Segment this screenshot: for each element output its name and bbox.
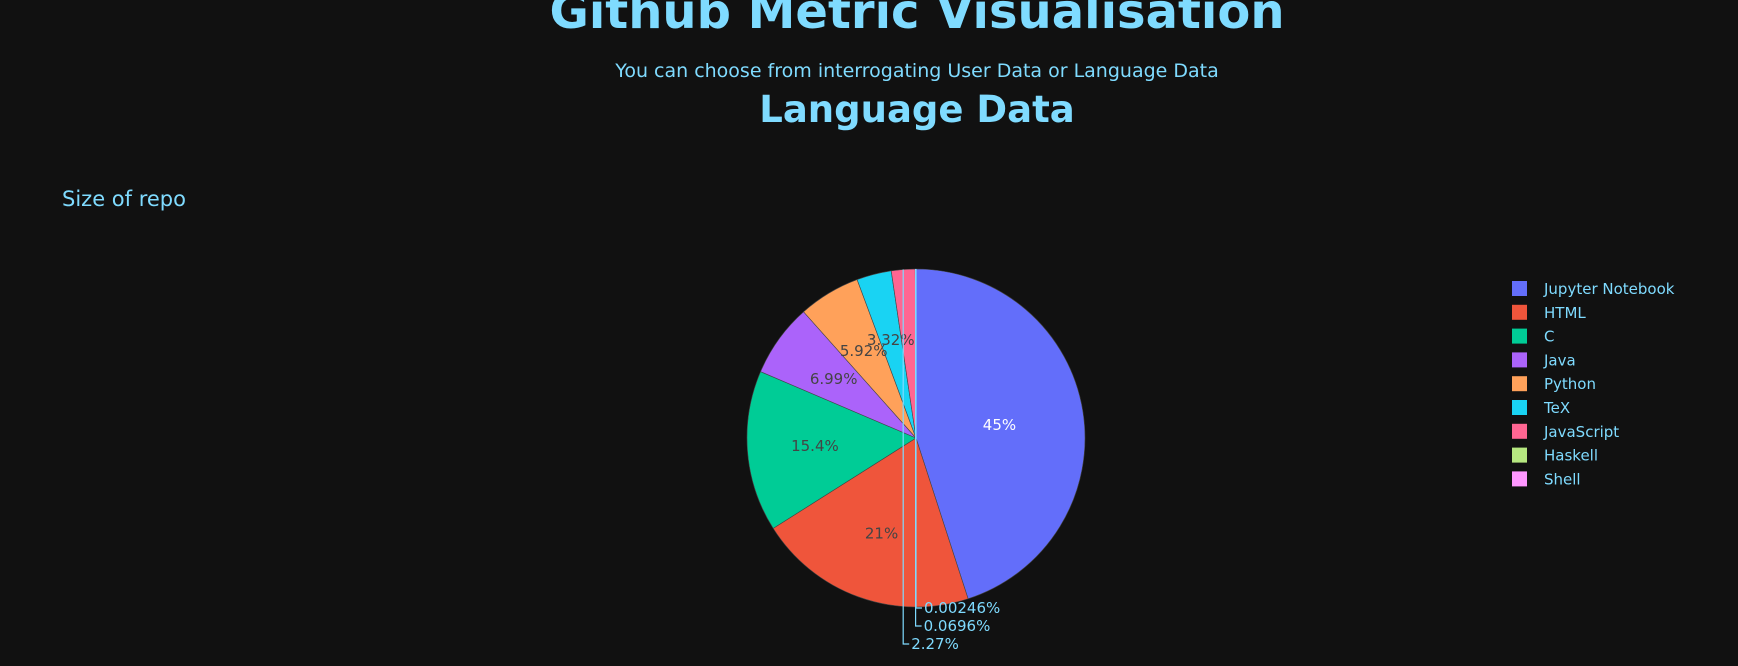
legend-item-html[interactable]: HTML xyxy=(1512,304,1586,322)
pie-label-tex: 3.32% xyxy=(867,331,915,349)
legend-item-java[interactable]: Java xyxy=(1512,351,1576,369)
legend-label: Java xyxy=(1543,351,1576,369)
legend-label: TeX xyxy=(1543,399,1570,417)
pie-label-html: 21% xyxy=(865,524,898,542)
legend: Jupyter Notebook HTML C Java Python TeX JavaSc… xyxy=(1512,280,1675,488)
legend-label: JavaScript xyxy=(1543,423,1619,441)
legend-swatch xyxy=(1512,352,1527,368)
pie-label-java: 6.99% xyxy=(810,370,858,388)
page-title: Github Metric Visualisation xyxy=(549,0,1285,40)
pie-leader-line-javascript xyxy=(902,269,910,645)
legend-swatch xyxy=(1512,281,1527,296)
legend-swatch xyxy=(1512,447,1527,463)
legend-item-javascript[interactable]: JavaScript xyxy=(1512,423,1619,441)
pie-label-c: 15.4% xyxy=(791,437,839,455)
pie-slice-html[interactable] xyxy=(772,437,969,608)
pie-label-python: 5.92% xyxy=(840,342,888,360)
legend-swatch xyxy=(1512,328,1527,344)
legend-swatch xyxy=(1512,471,1527,487)
pie-label-javascript: 2.27% xyxy=(911,635,959,653)
legend-item-tex[interactable]: TeX xyxy=(1512,399,1570,417)
legend-label: C xyxy=(1544,328,1554,346)
pie-labels: 45% 21% 15.4% 6.99% 5.92%3.32% 0.00246%0.0696… xyxy=(791,269,1016,653)
legend-item-jupyter-notebook[interactable]: Jupyter Notebook xyxy=(1512,280,1675,298)
legend-item-python[interactable]: Python xyxy=(1512,375,1596,393)
legend-item-c[interactable]: C xyxy=(1512,328,1554,346)
legend-label: Shell xyxy=(1544,470,1581,488)
section-title: Language Data xyxy=(759,88,1075,131)
legend-label: HTML xyxy=(1544,304,1586,322)
legend-swatch xyxy=(1512,423,1527,439)
legend-swatch xyxy=(1512,400,1527,415)
legend-swatch xyxy=(1512,304,1527,320)
legend-swatch xyxy=(1512,376,1527,392)
pie-label-haskell: 0.0696% xyxy=(924,617,991,635)
pie-leader-line-haskell xyxy=(915,269,922,627)
legend-label: Python xyxy=(1544,375,1596,393)
pie-slice-jupyter-notebook[interactable] xyxy=(915,268,1086,600)
pie-label-shell: 0.00246% xyxy=(924,599,1000,617)
pie-label-jupyter-notebook: 45% xyxy=(983,416,1016,434)
legend-label: Haskell xyxy=(1544,447,1598,465)
legend-item-shell[interactable]: Shell xyxy=(1512,470,1581,488)
chart-title: Size of repo xyxy=(62,187,186,211)
page-subtitle: You can choose from interrogating User D… xyxy=(615,60,1219,82)
legend-item-haskell[interactable]: Haskell xyxy=(1512,447,1598,465)
pie-slice-c[interactable] xyxy=(746,371,917,529)
legend-label: Jupyter Notebook xyxy=(1543,280,1675,298)
